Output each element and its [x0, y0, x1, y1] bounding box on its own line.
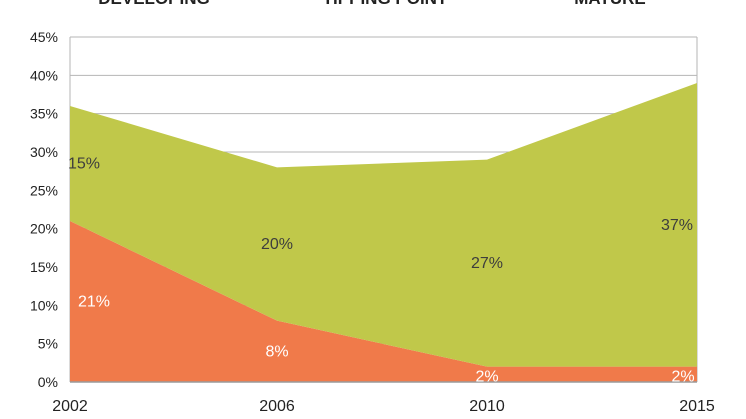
data-label: 2% [671, 369, 694, 386]
y-tick-label: 40% [30, 67, 58, 83]
phase-label-3: MATURE [574, 0, 645, 8]
y-tick-label: 25% [30, 182, 58, 198]
data-label: 2% [475, 369, 498, 386]
y-tick-label: 5% [38, 336, 58, 352]
y-tick-label: 30% [30, 144, 58, 160]
data-label: 21% [78, 294, 110, 311]
x-tick-label: 2002 [52, 398, 88, 415]
y-tick-label: 10% [30, 297, 58, 313]
data-label: 15% [68, 156, 100, 173]
data-label: 20% [261, 236, 293, 253]
data-label: 8% [265, 343, 288, 360]
y-tick-label: 15% [30, 259, 58, 275]
y-tick-label: 20% [30, 221, 58, 237]
y-tick-label: 45% [30, 29, 58, 45]
phase-label-1: DEVELOPING [98, 0, 209, 8]
x-tick-label: 2010 [469, 398, 505, 415]
axes: 0% 5% 10% 15% 20% 25% 30% 35% 40% 45% 2002 2006 2010… [30, 29, 715, 415]
y-tick-label: 35% [30, 106, 58, 122]
x-tick-label: 2015 [679, 398, 715, 415]
data-label: 37% [661, 217, 693, 234]
area-series [70, 83, 697, 382]
area-series-2 [70, 83, 697, 367]
area-series-1 [70, 221, 697, 382]
phase-label-2: TIPPING POINT [323, 0, 448, 8]
y-tick-label: 0% [38, 374, 58, 390]
phase-labels: DEVELOPING TIPPING POINT MATURE [98, 0, 645, 8]
data-labels: 21% 8% 2% 2% 15% 20% 27% 37% [68, 156, 695, 386]
data-label: 27% [471, 255, 503, 272]
x-tick-label: 2006 [259, 398, 295, 415]
